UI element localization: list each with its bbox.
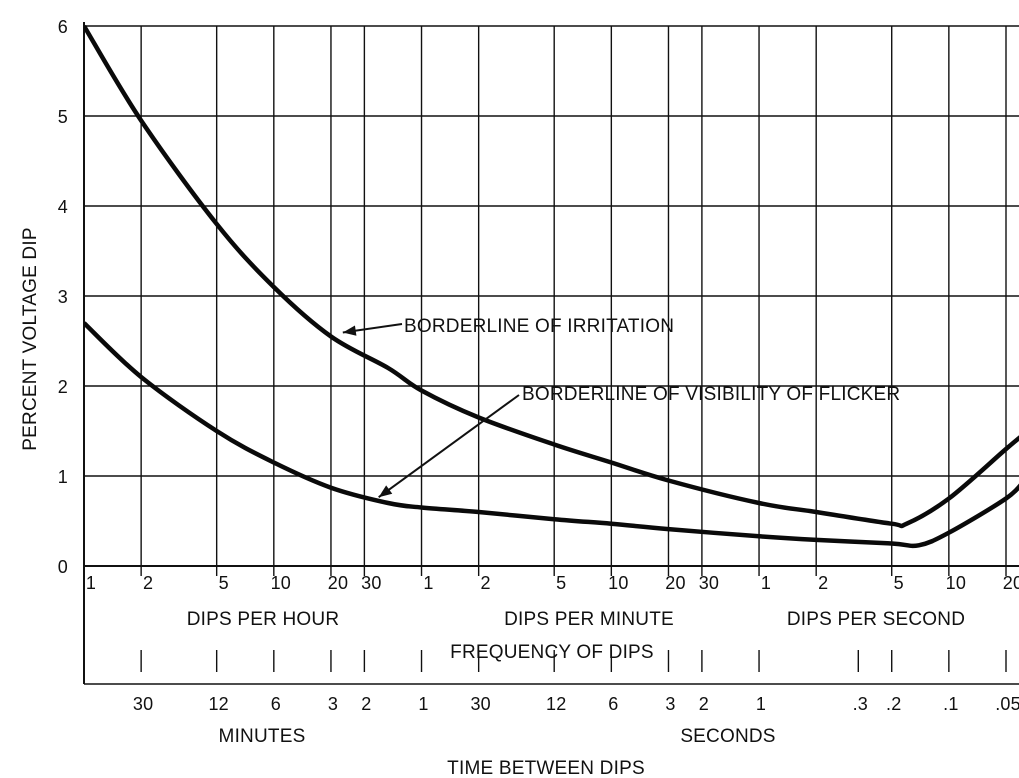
group-label-seconds: SECONDS	[680, 726, 775, 747]
series-label-irritation: BORDERLINE OF IRRITATION	[404, 316, 674, 337]
y-axis-label: PERCENT VOLTAGE DIP	[20, 227, 41, 450]
flicker-pointer-head	[378, 485, 393, 498]
freq-tick-label: 2	[481, 573, 491, 593]
time-tick-label: .05	[995, 694, 1019, 714]
time-tick-label: 1	[756, 694, 766, 714]
freq-tick-label: 10	[946, 573, 966, 593]
time-tick-label: 30	[470, 694, 490, 714]
y-tick-label: 0	[58, 557, 68, 577]
flicker-pointer	[378, 394, 520, 499]
time-tick-label: 2	[361, 694, 371, 714]
freq-tick-label: 20	[665, 573, 685, 593]
grid	[84, 25, 1019, 567]
freq-tick-label: 1	[761, 573, 771, 593]
time-tick-label: 12	[546, 694, 566, 714]
series-label-flicker: BORDERLINE OF VISIBILITY OF FLICKER	[522, 384, 900, 405]
time-tick-label: 1	[418, 694, 428, 714]
freq-tick-label: 20	[1003, 573, 1019, 593]
freq-tick-label: 30	[361, 573, 381, 593]
freq-tick-label: 10	[608, 573, 628, 593]
time-tick-label: 6	[608, 694, 618, 714]
time-tick-label: 2	[699, 694, 709, 714]
y-tick-label: 4	[58, 197, 68, 217]
freq-tick-label: 5	[219, 573, 229, 593]
freq-tick-label: 2	[143, 573, 153, 593]
group-label-dips-per-minute: DIPS PER MINUTE	[504, 609, 674, 630]
time-tick-label: .3	[853, 694, 868, 714]
time-axis-label: TIME BETWEEN DIPS	[447, 758, 645, 778]
time-tick-label: 3	[665, 694, 675, 714]
y-tick-label: 6	[58, 17, 68, 37]
time-tick-label: .2	[886, 694, 901, 714]
freq-tick-label: 1	[423, 573, 433, 593]
freq-tick-label: 30	[699, 573, 719, 593]
group-label-dips-per-second: DIPS PER SECOND	[787, 609, 965, 630]
series-line-irritation	[84, 24, 1019, 529]
freq-tick-label: 1	[86, 573, 96, 593]
time-tick-label: 30	[133, 694, 153, 714]
time-tick-label: 6	[271, 694, 281, 714]
y-tick-label: 2	[58, 377, 68, 397]
curves	[84, 24, 1019, 549]
time-tick-label: 12	[208, 694, 228, 714]
chart-frame	[83, 22, 1019, 685]
irritation-pointer-head	[342, 325, 357, 336]
freq-tick-label: 2	[818, 573, 828, 593]
y-tick-label: 5	[58, 107, 68, 127]
series-line-flicker	[84, 321, 1019, 549]
group-label-dips-per-hour: DIPS PER HOUR	[187, 609, 340, 630]
freq-tick-label: 5	[556, 573, 566, 593]
freq-tick-label: 10	[271, 573, 291, 593]
y-tick-label: 1	[58, 467, 68, 487]
freq-tick-label: 5	[894, 573, 904, 593]
time-tick-label: .1	[943, 694, 958, 714]
group-label-minutes: MINUTES	[219, 726, 306, 747]
freq-tick-label: 20	[328, 573, 348, 593]
frequency-axis-label: FREQUENCY OF DIPS	[450, 642, 654, 663]
time-tick-label: 3	[328, 694, 338, 714]
y-tick-label: 3	[58, 287, 68, 307]
